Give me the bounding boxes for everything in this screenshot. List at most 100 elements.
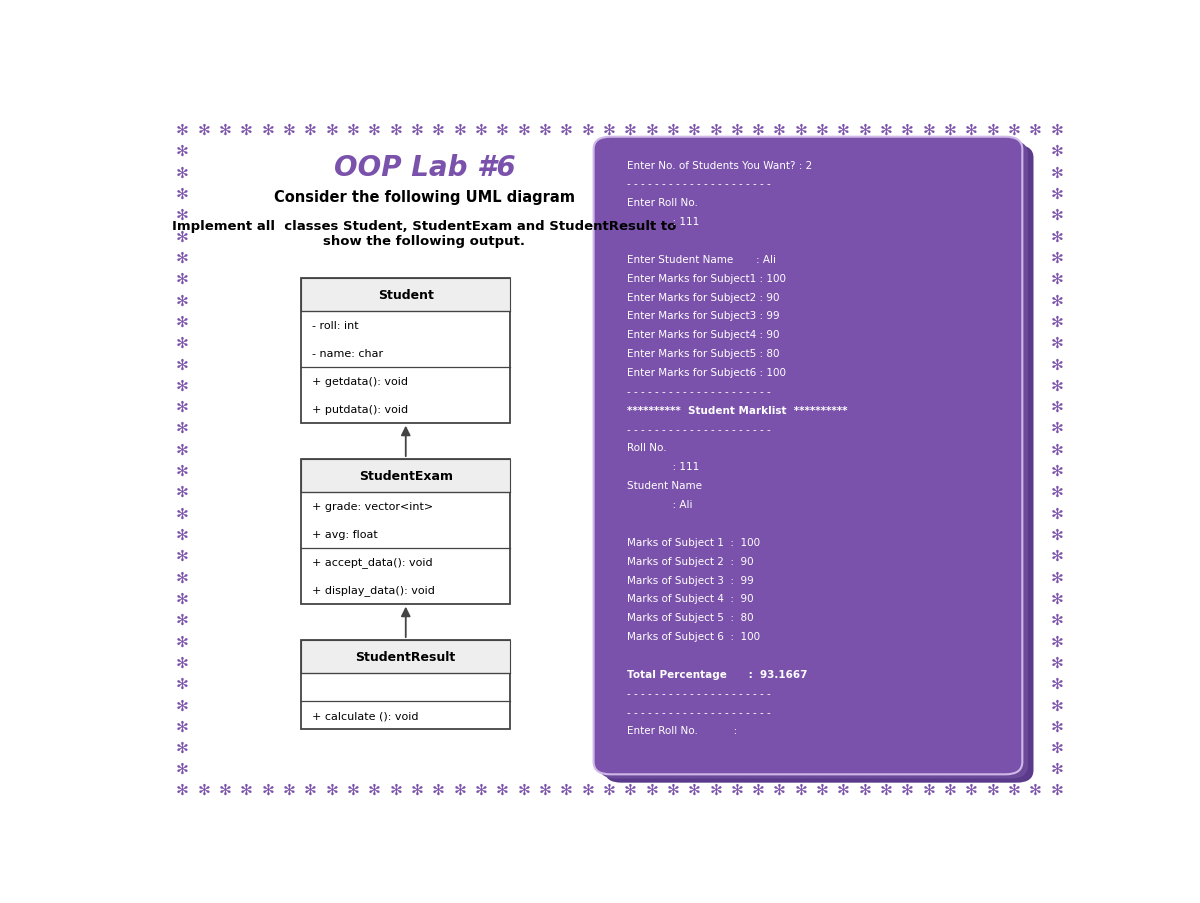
Text: ✻: ✻ bbox=[517, 782, 530, 797]
Text: ✻: ✻ bbox=[752, 782, 764, 797]
Text: ✻: ✻ bbox=[304, 123, 317, 138]
Text: ✻: ✻ bbox=[198, 123, 210, 138]
Text: ✻: ✻ bbox=[176, 442, 188, 457]
Text: Enter Marks for Subject2 : 90: Enter Marks for Subject2 : 90 bbox=[628, 293, 780, 303]
Text: ✻: ✻ bbox=[176, 421, 188, 436]
Text: ✻: ✻ bbox=[176, 463, 188, 479]
Text: Enter Student Name       : Ali: Enter Student Name : Ali bbox=[628, 255, 776, 265]
Text: ✻: ✻ bbox=[581, 782, 594, 797]
Text: ✻: ✻ bbox=[1050, 144, 1063, 159]
Text: ✻: ✻ bbox=[218, 782, 232, 797]
Text: Marks of Subject 4  :  90: Marks of Subject 4 : 90 bbox=[628, 593, 754, 604]
Text: ✻: ✻ bbox=[752, 123, 764, 138]
Text: ✻: ✻ bbox=[176, 123, 188, 138]
Text: ✻: ✻ bbox=[198, 782, 210, 797]
Text: ✻: ✻ bbox=[560, 782, 572, 797]
Text: ✻: ✻ bbox=[176, 336, 188, 350]
Text: **********  Student Marklist  **********: ********** Student Marklist ********** bbox=[628, 405, 847, 415]
Text: ✻: ✻ bbox=[816, 782, 828, 797]
Text: Enter Marks for Subject6 : 100: Enter Marks for Subject6 : 100 bbox=[628, 368, 786, 377]
Text: ✻: ✻ bbox=[176, 719, 188, 734]
FancyBboxPatch shape bbox=[594, 137, 1022, 775]
Text: ✻: ✻ bbox=[176, 740, 188, 755]
Text: ✻: ✻ bbox=[389, 123, 402, 138]
Text: ✻: ✻ bbox=[475, 123, 487, 138]
Text: Marks of Subject 2  :  90: Marks of Subject 2 : 90 bbox=[628, 556, 754, 566]
Text: ✻: ✻ bbox=[1050, 293, 1063, 308]
Text: - name: char: - name: char bbox=[312, 349, 384, 358]
Text: ✻: ✻ bbox=[368, 782, 380, 797]
Text: ✻: ✻ bbox=[283, 123, 295, 138]
Text: ✻: ✻ bbox=[410, 123, 424, 138]
Text: ✻: ✻ bbox=[794, 782, 808, 797]
Text: ✻: ✻ bbox=[858, 782, 871, 797]
Text: ✻: ✻ bbox=[410, 782, 424, 797]
Text: ✻: ✻ bbox=[176, 293, 188, 308]
Text: ✻: ✻ bbox=[581, 123, 594, 138]
Text: ✻: ✻ bbox=[176, 272, 188, 287]
Text: ✻: ✻ bbox=[688, 782, 701, 797]
Text: ✻: ✻ bbox=[624, 782, 637, 797]
Text: ✻: ✻ bbox=[858, 123, 871, 138]
Text: ✻: ✻ bbox=[901, 782, 914, 797]
Text: ✻: ✻ bbox=[176, 399, 188, 414]
Text: ✻: ✻ bbox=[1050, 187, 1063, 201]
Text: ✻: ✻ bbox=[1050, 463, 1063, 479]
Text: ✻: ✻ bbox=[773, 782, 786, 797]
Text: ✻: ✻ bbox=[325, 123, 338, 138]
Text: : 111: : 111 bbox=[628, 217, 700, 227]
Text: StudentResult: StudentResult bbox=[355, 650, 456, 664]
Text: ✻: ✻ bbox=[965, 123, 978, 138]
Text: Marks of Subject 3  :  99: Marks of Subject 3 : 99 bbox=[628, 575, 754, 585]
Text: ✻: ✻ bbox=[1050, 570, 1063, 585]
Text: Enter No. of Students You Want? : 2: Enter No. of Students You Want? : 2 bbox=[628, 161, 812, 171]
Text: ✻: ✻ bbox=[1050, 655, 1063, 670]
Text: ✻: ✻ bbox=[283, 782, 295, 797]
Text: ✻: ✻ bbox=[1050, 612, 1063, 628]
Text: ✻: ✻ bbox=[1050, 676, 1063, 691]
Text: ✻: ✻ bbox=[1050, 548, 1063, 563]
FancyBboxPatch shape bbox=[301, 279, 510, 424]
Text: Marks of Subject 6  :  100: Marks of Subject 6 : 100 bbox=[628, 631, 761, 641]
Text: + putdata(): void: + putdata(): void bbox=[312, 405, 408, 414]
Text: + accept_data(): void: + accept_data(): void bbox=[312, 557, 433, 568]
Text: ✻: ✻ bbox=[368, 123, 380, 138]
Text: ✻: ✻ bbox=[1050, 250, 1063, 265]
Text: Student: Student bbox=[378, 289, 433, 302]
Text: ✻: ✻ bbox=[1050, 229, 1063, 244]
Text: ✻: ✻ bbox=[1050, 421, 1063, 436]
Text: ✻: ✻ bbox=[1008, 782, 1020, 797]
Text: ✻: ✻ bbox=[666, 782, 679, 797]
Text: ✻: ✻ bbox=[176, 527, 188, 542]
Text: ✻: ✻ bbox=[262, 782, 275, 797]
FancyBboxPatch shape bbox=[301, 640, 510, 730]
Text: ✻: ✻ bbox=[176, 144, 188, 159]
Text: Enter Marks for Subject3 : 99: Enter Marks for Subject3 : 99 bbox=[628, 312, 780, 321]
Text: StudentExam: StudentExam bbox=[359, 470, 452, 483]
Text: ✻: ✻ bbox=[1050, 314, 1063, 330]
Text: ✻: ✻ bbox=[218, 123, 232, 138]
Text: - - - - - - - - - - - - - - - - - - - - -: - - - - - - - - - - - - - - - - - - - - … bbox=[628, 179, 770, 190]
FancyBboxPatch shape bbox=[301, 279, 510, 312]
Text: ✻: ✻ bbox=[646, 782, 658, 797]
Text: Roll No.: Roll No. bbox=[628, 443, 667, 453]
Text: - roll: int: - roll: int bbox=[312, 321, 359, 331]
Text: ✻: ✻ bbox=[496, 123, 509, 138]
Text: ✻: ✻ bbox=[965, 782, 978, 797]
Text: ✻: ✻ bbox=[475, 782, 487, 797]
Text: ✻: ✻ bbox=[176, 570, 188, 585]
FancyBboxPatch shape bbox=[301, 460, 510, 493]
Text: ✻: ✻ bbox=[389, 782, 402, 797]
Text: ✻: ✻ bbox=[731, 123, 743, 138]
Text: Enter Marks for Subject4 : 90: Enter Marks for Subject4 : 90 bbox=[628, 330, 780, 340]
Text: ✻: ✻ bbox=[1050, 272, 1063, 287]
Text: + calculate (): void: + calculate (): void bbox=[312, 711, 419, 721]
Text: ✻: ✻ bbox=[176, 612, 188, 628]
Text: ✻: ✻ bbox=[539, 782, 551, 797]
Text: OOP Lab #6: OOP Lab #6 bbox=[334, 154, 515, 182]
Text: ✻: ✻ bbox=[1050, 719, 1063, 734]
Text: ✻: ✻ bbox=[1030, 123, 1042, 138]
Text: Total Percentage      :  93.1667: Total Percentage : 93.1667 bbox=[628, 669, 808, 679]
FancyBboxPatch shape bbox=[605, 146, 1033, 783]
Text: : Ali: : Ali bbox=[628, 499, 692, 509]
